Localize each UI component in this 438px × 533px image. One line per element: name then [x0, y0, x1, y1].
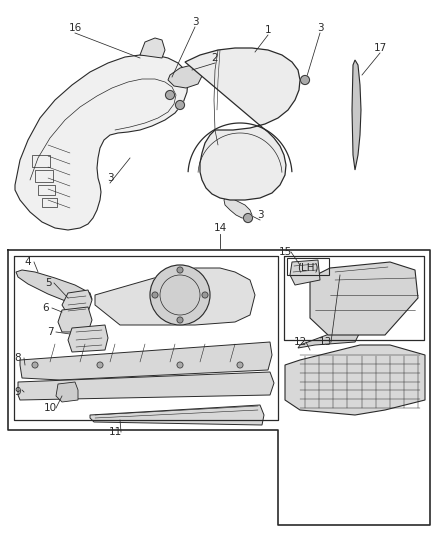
- Text: 11: 11: [108, 427, 122, 437]
- Polygon shape: [290, 260, 320, 285]
- Circle shape: [166, 91, 174, 100]
- Text: 2: 2: [212, 53, 218, 63]
- Text: 4: 4: [25, 257, 31, 267]
- Text: (LH): (LH): [297, 262, 319, 272]
- Circle shape: [237, 362, 243, 368]
- Polygon shape: [15, 55, 188, 230]
- Bar: [32, 155, 50, 167]
- Circle shape: [177, 362, 183, 368]
- Text: 12: 12: [293, 337, 307, 347]
- Text: 13: 13: [318, 337, 332, 347]
- Text: 5: 5: [45, 278, 51, 288]
- Polygon shape: [310, 262, 418, 335]
- Text: 10: 10: [43, 403, 57, 413]
- Polygon shape: [56, 382, 78, 402]
- Circle shape: [202, 292, 208, 298]
- Bar: [42, 198, 57, 207]
- Text: 16: 16: [68, 23, 81, 33]
- Circle shape: [177, 317, 183, 323]
- Polygon shape: [298, 330, 360, 348]
- Polygon shape: [224, 195, 252, 218]
- Text: 8: 8: [15, 353, 21, 363]
- Text: 7: 7: [47, 327, 53, 337]
- Polygon shape: [62, 290, 92, 315]
- Text: 6: 6: [42, 303, 49, 313]
- Circle shape: [152, 292, 158, 298]
- Circle shape: [97, 362, 103, 368]
- Polygon shape: [58, 307, 92, 332]
- Polygon shape: [352, 60, 361, 170]
- Polygon shape: [95, 268, 255, 325]
- Text: 17: 17: [373, 43, 387, 53]
- Circle shape: [32, 362, 38, 368]
- Circle shape: [177, 267, 183, 273]
- Polygon shape: [16, 270, 92, 305]
- Polygon shape: [68, 325, 108, 352]
- Polygon shape: [168, 65, 202, 88]
- Circle shape: [300, 76, 310, 85]
- Text: 1: 1: [265, 25, 271, 35]
- Text: 14: 14: [213, 223, 226, 233]
- Polygon shape: [18, 372, 274, 400]
- Polygon shape: [90, 405, 264, 425]
- Bar: [35, 170, 53, 182]
- Text: 15: 15: [279, 247, 292, 257]
- Text: 3: 3: [107, 173, 113, 183]
- Text: 3: 3: [257, 210, 263, 220]
- Text: 3: 3: [192, 17, 198, 27]
- Circle shape: [244, 214, 252, 222]
- Bar: [38, 185, 55, 195]
- Polygon shape: [285, 345, 425, 415]
- Polygon shape: [20, 342, 272, 380]
- Circle shape: [150, 265, 210, 325]
- Text: 3: 3: [317, 23, 323, 33]
- Text: 9: 9: [15, 387, 21, 397]
- Circle shape: [176, 101, 184, 109]
- Polygon shape: [140, 38, 165, 58]
- Polygon shape: [185, 48, 300, 200]
